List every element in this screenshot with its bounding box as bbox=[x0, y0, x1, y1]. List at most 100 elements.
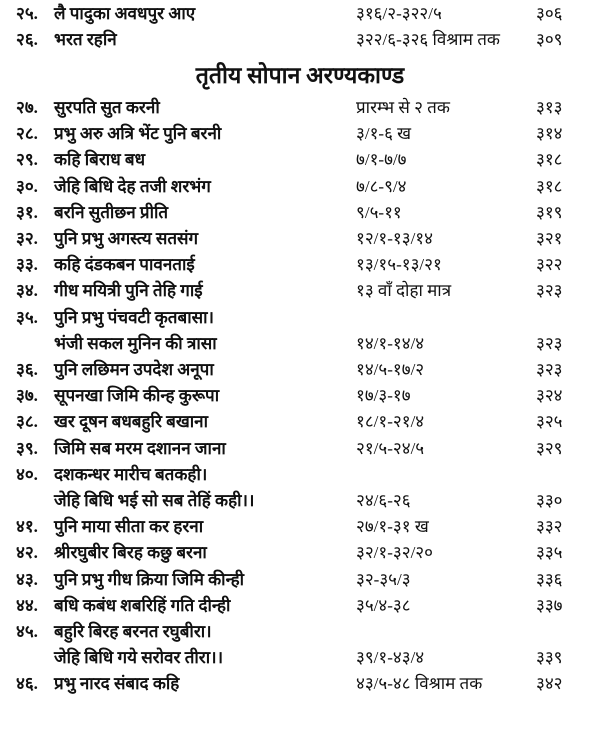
toc-entry: २७. सुरपति सुत करनी प्रारम्भ से २ तक ३१३ bbox=[0, 95, 600, 121]
toc-entry: २८. प्रभु अरु अत्रि भेंट पुनि बरनी ३/१-६ ख… bbox=[0, 121, 600, 147]
entry-title: कहि दंडकबन पावनताई bbox=[54, 255, 195, 275]
entry-num: ३४. bbox=[16, 281, 38, 301]
entry-page: ३१३ bbox=[536, 98, 563, 117]
entry-title: लै पादुका अवधपुर आए bbox=[54, 4, 196, 23]
entry-ref: २७/१-३१ ख bbox=[356, 517, 429, 537]
entry-ref: १४/१-१४/४ bbox=[356, 333, 425, 353]
entry-num: ४१. bbox=[16, 517, 38, 537]
entry-title: भरत रहनि bbox=[54, 30, 117, 49]
entry-ref: ३२२/६-३२६ विश्राम तक bbox=[356, 30, 500, 49]
entry-page: ३४२ bbox=[536, 674, 563, 694]
entry-page: ३२३ bbox=[536, 360, 563, 379]
toc-entry: ४६. प्रभु नारद संबाद कहि ४३/५-४८ विश्राम त… bbox=[0, 671, 600, 697]
toc-entry: ३६. पुनि लछिमन उपदेश अनूपा १४/५-१७/२ ३२३ bbox=[0, 357, 600, 383]
entry-page: ३३९ bbox=[536, 648, 563, 668]
toc-entry: ४५. बहुरि बिरह बरनत रघुबीरा। bbox=[0, 619, 600, 645]
toc-entry-continuation: भंजी सकल मुनिन की त्रासा १४/१-१४/४ ३२३ bbox=[0, 331, 600, 357]
entry-title: जेहि बिधि देह तजी शरभंग bbox=[54, 176, 211, 196]
entry-ref: १३/१५-१३/२१ bbox=[356, 255, 442, 275]
toc-entry: ४०. दशकन्धर मारीच बतकही। bbox=[0, 462, 600, 488]
toc-entry: ४२. श्रीरघुबीर बिरह कछु बरना ३२/१-३२/२० ३३५ bbox=[0, 540, 600, 566]
entry-ref: १३ वाँ दोहा मात्र bbox=[356, 281, 452, 301]
entry-page: ३२३ bbox=[536, 281, 563, 301]
entry-ref: ३९/१-४३/४ bbox=[356, 648, 425, 668]
toc-entry: ४१. पुनि माया सीता कर हरना २७/१-३१ ख ३३२ bbox=[0, 514, 600, 540]
entry-title: कहि बिराध बध bbox=[54, 150, 146, 170]
entry-title: बरनि सुतीछन प्रीति bbox=[54, 202, 169, 222]
entry-num: २६. bbox=[16, 30, 38, 49]
entry-num: ४५. bbox=[16, 622, 38, 641]
entry-num: ३८. bbox=[16, 412, 38, 432]
toc-entry: ३७. सूपनखा जिमि कीन्ह कुरूपा १७/३-१७ ३२४ bbox=[0, 383, 600, 409]
entry-num: २९. bbox=[16, 150, 38, 170]
entry-title: पुनि प्रभु अगस्त्य सतसंग bbox=[54, 229, 199, 248]
entry-num: ४०. bbox=[16, 464, 38, 484]
entry-num: ३२. bbox=[16, 229, 38, 248]
entry-page: ३३५ bbox=[536, 543, 563, 563]
entry-page: ३२९ bbox=[536, 438, 563, 458]
entry-num: ३६. bbox=[16, 360, 38, 379]
entry-title: बधि कबंध शबरिहिं गति दीन्ही bbox=[54, 595, 231, 615]
entry-title: सूपनखा जिमि कीन्ह कुरूपा bbox=[54, 386, 220, 406]
toc-entry: २६. भरत रहनि ३२२/६-३२६ विश्राम तक ३०९ bbox=[0, 27, 600, 53]
toc-entry: ३८. खर दूषन बधबहुरि बखाना १८/१-२१/४ ३२५ bbox=[0, 409, 600, 435]
entry-ref: १८/१-२१/४ bbox=[356, 412, 425, 432]
entry-page: ३३७ bbox=[536, 595, 563, 615]
entry-page: ३२४ bbox=[536, 386, 563, 406]
toc-entry-continuation: जेहि बिधि गये सरोवर तीरा।। ३९/१-४३/४ ३३९ bbox=[0, 645, 600, 671]
toc-entry: ३५. पुनि प्रभु पंचवटी कृतबासा। bbox=[0, 305, 600, 331]
toc-entry: ३४. गीध मयित्री पुनि तेहि गाई १३ वाँ दोहा … bbox=[0, 278, 600, 304]
entry-ref: ३१६/२-३२२/५ bbox=[356, 4, 442, 23]
entry-num: ३७. bbox=[16, 386, 38, 406]
entry-title: दशकन्धर मारीच बतकही। bbox=[54, 464, 208, 484]
entry-title: बहुरि बिरह बरनत रघुबीरा। bbox=[54, 622, 212, 641]
entry-ref: १२/१-१३/१४ bbox=[356, 229, 433, 248]
toc-entry: ३३. कहि दंडकबन पावनताई १३/१५-१३/२१ ३२२ bbox=[0, 252, 600, 278]
entry-ref: प्रारम्भ से २ तक bbox=[356, 98, 450, 117]
entry-page: ३१८ bbox=[536, 176, 563, 196]
entry-page: ३०९ bbox=[536, 30, 563, 49]
entry-num: ४६. bbox=[16, 674, 38, 694]
entry-title: पुनि माया सीता कर हरना bbox=[54, 517, 204, 537]
entry-page: ३२५ bbox=[536, 412, 563, 432]
entry-title: गीध मयित्री पुनि तेहि गाई bbox=[54, 281, 203, 301]
entry-ref: ४३/५-४८ विश्राम तक bbox=[356, 674, 483, 694]
entry-num: ३१. bbox=[16, 202, 38, 222]
entry-num: ३३. bbox=[16, 255, 38, 275]
toc-entry: ४४. बधि कबंध शबरिहिं गति दीन्ही ३५/४-३८ ३३७ bbox=[0, 593, 600, 619]
entry-page: ३३६ bbox=[536, 569, 563, 589]
entry-title: पुनि प्रभु पंचवटी कृतबासा। bbox=[54, 307, 214, 327]
entry-title: प्रभु नारद संबाद कहि bbox=[54, 674, 180, 694]
entry-page: ३२२ bbox=[536, 255, 563, 275]
entry-ref: ७/१-७/७ bbox=[356, 150, 407, 170]
entry-ref: ३२-३५/३ bbox=[356, 569, 411, 589]
entry-ref: ९/५-११ bbox=[356, 202, 402, 222]
entry-title: जेहि बिधि गये सरोवर तीरा।। bbox=[54, 648, 224, 668]
entry-num: २८. bbox=[16, 124, 38, 144]
entry-title: जिमि सब मरम दशानन जाना bbox=[54, 438, 226, 458]
entry-ref: ३/१-६ ख bbox=[356, 124, 412, 144]
entry-title: भंजी सकल मुनिन की त्रासा bbox=[54, 333, 217, 353]
entry-num: ४३. bbox=[16, 569, 38, 589]
entry-page: ३२३ bbox=[536, 333, 563, 353]
entry-page: ३१४ bbox=[536, 124, 563, 144]
entry-ref: ३५/४-३८ bbox=[356, 595, 411, 615]
toc-entry: ३२. पुनि प्रभु अगस्त्य सतसंग १२/१-१३/१४ ३२१ bbox=[0, 226, 600, 252]
entry-page: ३१८ bbox=[536, 150, 563, 170]
toc-entry: ४३. पुनि प्रभु गीध क्रिया जिमि कीन्ही ३२-३… bbox=[0, 567, 600, 593]
entry-ref: ७/८-९/४ bbox=[356, 176, 407, 196]
entry-title: श्रीरघुबीर बिरह कछु बरना bbox=[54, 543, 207, 563]
entry-title: प्रभु अरु अत्रि भेंट पुनि बरनी bbox=[54, 124, 222, 144]
toc-entry: २५. लै पादुका अवधपुर आए ३१६/२-३२२/५ ३०६ bbox=[0, 1, 600, 27]
entry-num: ३०. bbox=[16, 176, 38, 196]
entry-title: खर दूषन बधबहुरि बखाना bbox=[54, 412, 209, 432]
entry-ref: २४/६-२६ bbox=[356, 491, 411, 510]
toc-entry: २९. कहि बिराध बध ७/१-७/७ ३१८ bbox=[0, 147, 600, 173]
entry-ref: १७/३-१७ bbox=[356, 386, 411, 406]
entry-page: ३०६ bbox=[536, 4, 563, 23]
entry-ref: ३२/१-३२/२० bbox=[356, 543, 433, 563]
toc-entry: ३१. बरनि सुतीछन प्रीति ९/५-११ ३१९ bbox=[0, 200, 600, 226]
toc-entry: ३९. जिमि सब मरम दशानन जाना २१/५-२४/५ ३२९ bbox=[0, 436, 600, 462]
entry-title: सुरपति सुत करनी bbox=[54, 98, 160, 117]
entry-num: २७. bbox=[16, 98, 38, 117]
